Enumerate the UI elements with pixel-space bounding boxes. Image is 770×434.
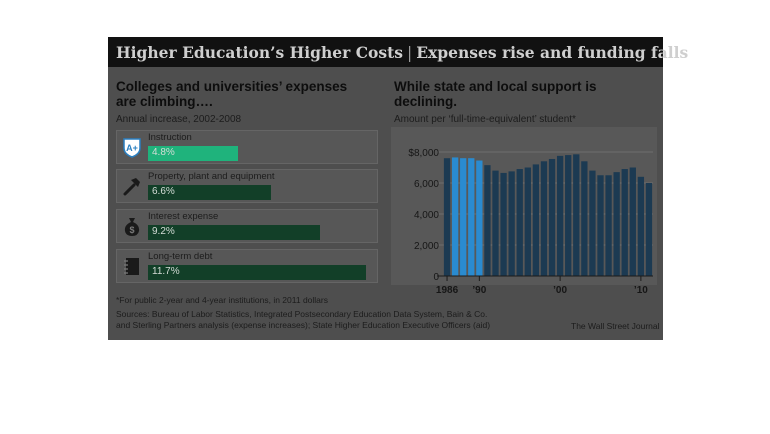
hammer-icon bbox=[123, 178, 140, 196]
x-tick-label: ’00 bbox=[553, 285, 567, 296]
bar-2004 bbox=[589, 170, 596, 276]
bar-2006 bbox=[605, 175, 612, 276]
y-tick-label: 6,000 bbox=[414, 179, 439, 190]
header-bar: Higher Education’s Higher Costs | Expenses… bbox=[108, 37, 688, 67]
y-tick-label: 4,000 bbox=[414, 210, 439, 221]
bar-1999 bbox=[548, 158, 556, 276]
x-tick-label: ’90 bbox=[472, 285, 486, 296]
sources: Sources: Bureau of Labor Statistics, Int… bbox=[116, 309, 491, 330]
header-title: Higher Education’s Higher Costs | Expenses… bbox=[116, 43, 688, 62]
support-chart: 0 2,000 4,000 6,000 $8,000 1986 ’90 ’00 ’10 bbox=[391, 127, 657, 296]
credit: The Wall Street Journal bbox=[571, 321, 660, 331]
bar-2005 bbox=[597, 175, 604, 276]
left-subhead: Colleges and universities’ expenses are … bbox=[116, 79, 348, 109]
bar-1991 bbox=[484, 165, 491, 276]
bar-1997 bbox=[532, 164, 540, 276]
expense-value: 11.7% bbox=[152, 266, 180, 277]
bar-1993 bbox=[500, 172, 507, 276]
svg-text:$: $ bbox=[129, 225, 134, 235]
bar-2002 bbox=[573, 154, 580, 276]
bar-2010 bbox=[637, 176, 645, 276]
bar-1988 bbox=[460, 158, 467, 276]
title-sub: Expenses rise and funding falls bbox=[416, 43, 689, 62]
bar-2000 bbox=[556, 155, 564, 276]
y-tick-label: 0 bbox=[433, 272, 439, 283]
bar-1994 bbox=[508, 171, 515, 276]
title-main: Higher Education’s Higher Costs bbox=[116, 43, 403, 62]
bar-1987 bbox=[451, 157, 459, 276]
money-bag-icon: $ bbox=[124, 218, 140, 236]
expense-value: 9.2% bbox=[152, 226, 175, 237]
left-note: Annual increase, 2002-2008 bbox=[116, 114, 242, 125]
bar-1989 bbox=[468, 158, 475, 276]
support-chart-svg: 0 2,000 4,000 6,000 $8,000 1986 ’90 ’00 ’10 bbox=[408, 148, 653, 296]
x-tick-label: ’10 bbox=[634, 285, 648, 296]
bar-1986 bbox=[443, 158, 451, 276]
notebook-icon bbox=[124, 258, 139, 275]
expense-bar: 6.6% bbox=[148, 185, 272, 200]
x-tick-label: 1986 bbox=[436, 285, 459, 296]
expense-value: 4.8% bbox=[152, 147, 175, 158]
bar-2011 bbox=[645, 183, 653, 276]
expense-panel-debt: Long-term debt 11.7% bbox=[116, 249, 378, 283]
expense-bar: 9.2% bbox=[148, 225, 320, 240]
infographic: Higher Education’s Higher Costs | Expenses… bbox=[108, 37, 688, 340]
bar-2001 bbox=[565, 155, 572, 276]
right-subhead: While state and local support is declini… bbox=[394, 79, 597, 109]
expense-panel-instruction: A+ Instruction 4.8% bbox=[116, 130, 378, 164]
bar-1996 bbox=[524, 167, 531, 276]
expense-bar: 11.7% bbox=[148, 265, 367, 280]
graduation-shield-icon: A+ bbox=[123, 138, 141, 158]
bar-1998 bbox=[540, 161, 548, 276]
bar-2003 bbox=[581, 161, 588, 276]
expense-label: Long-term debt bbox=[148, 251, 213, 262]
bar-2007 bbox=[613, 172, 620, 276]
y-tick-label: $8,000 bbox=[408, 148, 439, 159]
bar-1992 bbox=[492, 170, 499, 276]
expense-panel-property: Property, plant and equipment 6.6% bbox=[116, 169, 378, 203]
footnote: *For public 2-year and 4-year institutio… bbox=[116, 295, 328, 305]
expense-bar: 4.8% bbox=[148, 146, 238, 161]
svg-text:A+: A+ bbox=[126, 143, 138, 153]
bar-1990 bbox=[476, 160, 483, 276]
expense-value: 6.6% bbox=[152, 186, 175, 197]
y-tick-label: 2,000 bbox=[414, 241, 439, 252]
right-note: Amount per ‘full-time-equivalent’ studen… bbox=[394, 114, 576, 125]
bar-2008 bbox=[621, 169, 628, 276]
bar-1995 bbox=[516, 169, 523, 276]
bar-2009 bbox=[629, 167, 636, 276]
title-separator: | bbox=[407, 44, 413, 62]
expense-panel-interest: $ Interest expense 9.2% bbox=[116, 209, 378, 243]
expense-label: Interest expense bbox=[148, 211, 219, 222]
expense-label: Property, plant and equipment bbox=[148, 171, 275, 182]
expense-label: Instruction bbox=[148, 132, 192, 143]
